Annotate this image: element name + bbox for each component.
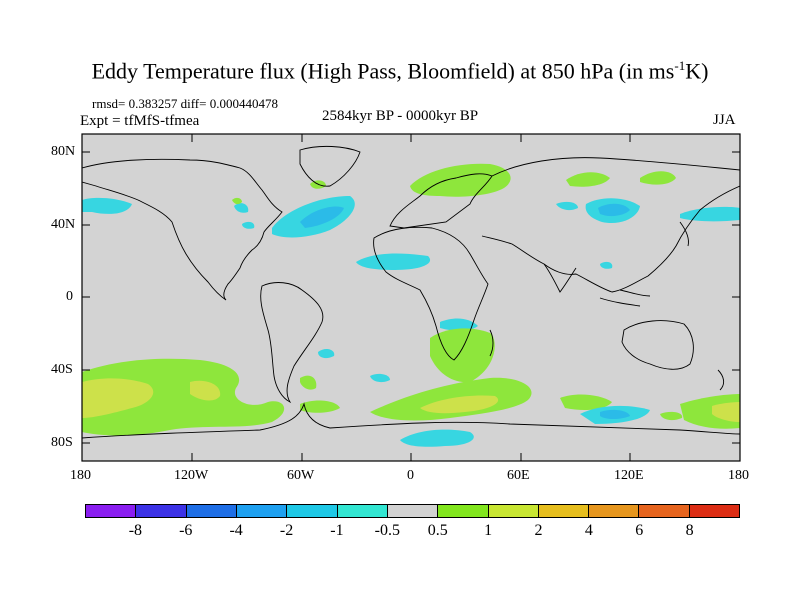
pos-patch-africa xyxy=(430,328,495,383)
colorbar-swatch xyxy=(336,505,387,517)
so-patch-pacific-yellow2 xyxy=(190,380,221,401)
coastlines xyxy=(82,145,740,439)
neg-patch-n-asia-small xyxy=(556,201,578,211)
colorbar-swatch xyxy=(638,505,689,517)
colorbar xyxy=(85,504,740,518)
neg-patch-n-asia-dark xyxy=(598,203,630,217)
title-text: Eddy Temperature flux (High Pass, Bloomf… xyxy=(91,58,675,84)
lon-label-0: 0 xyxy=(407,468,414,483)
map-title: Eddy Temperature flux (High Pass, Bloomf… xyxy=(0,58,800,84)
lon-label-180e: 180 xyxy=(728,468,749,483)
coast-north-america xyxy=(82,158,283,301)
neg-patch-east-small xyxy=(600,261,613,269)
lat-label-0: 0 xyxy=(66,289,73,304)
coast-asia xyxy=(481,157,740,293)
title-superscript: -1 xyxy=(674,58,686,73)
neg-patch-n-atl-dark xyxy=(300,206,344,228)
colorbar-swatch xyxy=(437,505,488,517)
pos-patch-s-am xyxy=(300,375,317,390)
colorbar-label: -4 xyxy=(229,522,243,539)
colorbar-label: -8 xyxy=(128,522,143,539)
neg-patch-s-ind-dark xyxy=(600,409,630,419)
so-patch-pacific xyxy=(82,358,285,436)
lat-ticks xyxy=(82,151,740,444)
colorbar-swatch xyxy=(588,505,639,517)
coast-africa xyxy=(373,226,489,361)
lon-label-60e: 60E xyxy=(507,468,530,483)
neg-patch-n-pacific xyxy=(82,197,132,214)
colorbar-label: 4 xyxy=(584,522,593,539)
map-field xyxy=(82,134,740,461)
neg-patch-na-coast xyxy=(234,203,249,213)
coast-south-america xyxy=(260,282,324,404)
colorbar-swatch xyxy=(86,505,136,517)
lon-ticks xyxy=(81,134,631,461)
so-patch-aus xyxy=(560,394,612,410)
coast-antarctica xyxy=(82,402,740,439)
pos-patch-scandinavia xyxy=(410,163,511,197)
lon-label-120w: 120W xyxy=(174,468,209,483)
so-patch-pacific-yellow xyxy=(82,378,154,418)
coast-india xyxy=(543,263,577,293)
so-patch-small2 xyxy=(660,411,683,421)
colorbar-label: 1 xyxy=(484,522,493,539)
stats-text: rmsd= 0.383257 diff= 0.000440478 xyxy=(92,96,278,111)
pos-patch-n-far-east xyxy=(640,171,676,185)
neg-patch-n-east xyxy=(680,206,740,222)
lon-label-180w: 180 xyxy=(70,468,91,483)
colorbar-label: 8 xyxy=(685,522,694,539)
colorbar-label: 0.5 xyxy=(427,522,448,539)
colorbar-label: 2 xyxy=(534,522,543,539)
lat-label-40n: 40N xyxy=(51,217,76,232)
neg-patch-na-small xyxy=(242,221,255,229)
coast-indonesia xyxy=(599,289,651,307)
colorbar-labels: -8 -6 -4 -2 -1 -0.5 0.5 1 2 4 6 8 xyxy=(0,522,800,542)
neg-patch-s-sa xyxy=(318,349,335,359)
coast-madagascar xyxy=(489,329,494,357)
colorbar-label: -1 xyxy=(330,522,344,539)
lon-label-120e: 120E xyxy=(614,468,644,483)
neg-patch-s-atl xyxy=(400,429,474,447)
colorbar-label: -0.5 xyxy=(374,522,400,539)
colorbar-label: 6 xyxy=(635,522,644,539)
so-patch-small1 xyxy=(300,400,340,413)
neg-patch-mid xyxy=(356,253,431,270)
lat-label-40s: 40S xyxy=(51,362,73,377)
title-end: K) xyxy=(685,58,709,84)
colorbar-swatch xyxy=(537,505,589,517)
pos-patch-n-asia xyxy=(566,172,610,187)
colorbar-swatch xyxy=(688,505,740,517)
colorbar-label: -6 xyxy=(179,522,193,539)
so-patch-indian-yellow xyxy=(420,395,499,414)
coast-europe xyxy=(389,173,493,229)
season-label: JJA xyxy=(713,112,736,128)
colorbar-swatch xyxy=(185,505,236,517)
coast-new-zealand xyxy=(717,369,725,391)
coast-australia xyxy=(621,320,694,370)
neg-patch-s-small xyxy=(370,373,390,383)
colorbar-label: -2 xyxy=(279,522,294,539)
neg-patch-s-africa xyxy=(440,318,478,331)
pos-patch-na-2 xyxy=(232,197,242,205)
colorbar-swatch xyxy=(135,505,186,517)
colorbar-swatch xyxy=(286,505,337,517)
colorbar-swatch xyxy=(487,505,538,517)
so-patch-east-yellow xyxy=(712,402,740,422)
colorbar-swatch xyxy=(235,505,287,517)
lon-label-60w: 60W xyxy=(287,468,315,483)
coast-greenland xyxy=(299,145,361,187)
lat-label-80s: 80S xyxy=(51,435,73,450)
coast-japan xyxy=(679,221,689,247)
colorbar-swatch xyxy=(386,505,438,517)
lat-label-80n: 80N xyxy=(51,144,76,159)
experiment-label: Expt = tfMfS-tfmea xyxy=(80,113,200,129)
period-label: 2584kyr BP - 0000kyr BP xyxy=(322,108,479,124)
